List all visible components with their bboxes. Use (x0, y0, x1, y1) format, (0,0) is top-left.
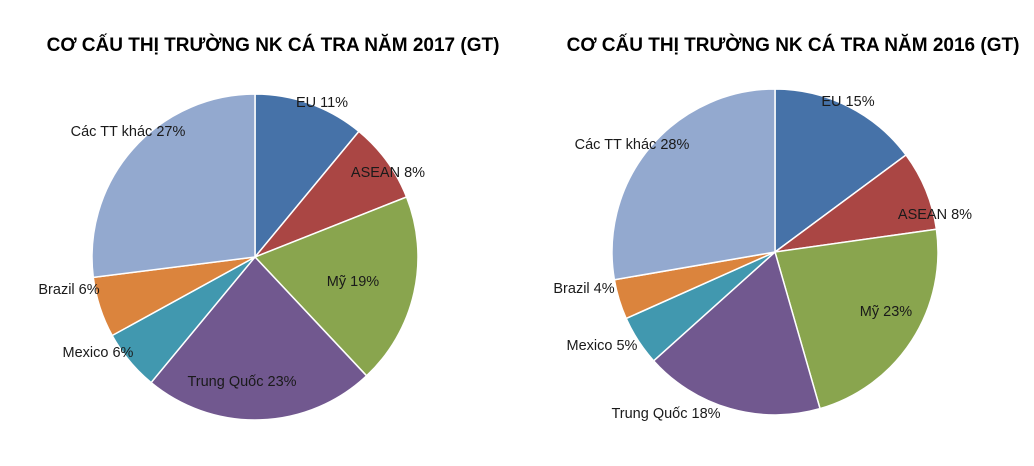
slice-label-mexico: Mexico 6% (63, 345, 134, 361)
slice-label-eu: EU 11% (296, 95, 348, 111)
pie-slice-eu (254, 93, 360, 258)
pie-slice-cac-tt-khac (91, 93, 256, 279)
chart-title-2016: CƠ CẤU THỊ TRƯỜNG NK CÁ TRA NĂM 2016 (GT… (567, 34, 1020, 56)
pie-slice-cac-tt-khac (611, 88, 776, 281)
slice-label-asean: ASEAN 8% (898, 207, 972, 223)
slice-label-cac-tt-khac: Các TT khác 28% (575, 137, 690, 153)
slice-label-mexico: Mexico 5% (567, 338, 638, 354)
chart-title-2017: CƠ CẤU THỊ TRƯỜNG NK CÁ TRA NĂM 2017 (GT… (47, 34, 500, 56)
pie-slice-my (254, 196, 419, 377)
pie-slice-trung-quoc (652, 251, 821, 416)
slice-label-brazil: Brazil 6% (38, 282, 99, 298)
slice-label-asean: ASEAN 8% (351, 165, 425, 181)
slice-label-my: Mỹ 19% (327, 274, 379, 290)
pie-slice-eu (774, 88, 907, 253)
slice-label-brazil: Brazil 4% (553, 281, 614, 297)
slice-label-cac-tt-khac: Các TT khác 27% (71, 124, 186, 140)
slice-label-my: Mỹ 23% (860, 304, 912, 320)
pie-slice-trung-quoc (150, 256, 368, 421)
slice-label-eu: EU 15% (821, 94, 874, 110)
pie-slice-my (774, 228, 939, 410)
slice-label-trung-quoc: Trung Quốc 23% (187, 374, 296, 390)
pie-2016: EU 15% ASEAN 8% Mỹ 23% Trung Quốc 18% Mexico… (553, 88, 972, 422)
slice-label-trung-quoc: Trung Quốc 18% (611, 406, 720, 422)
pie-2017: EU 11% ASEAN 8% Mỹ 19% Trung Quốc 23% Mexico… (38, 93, 425, 421)
